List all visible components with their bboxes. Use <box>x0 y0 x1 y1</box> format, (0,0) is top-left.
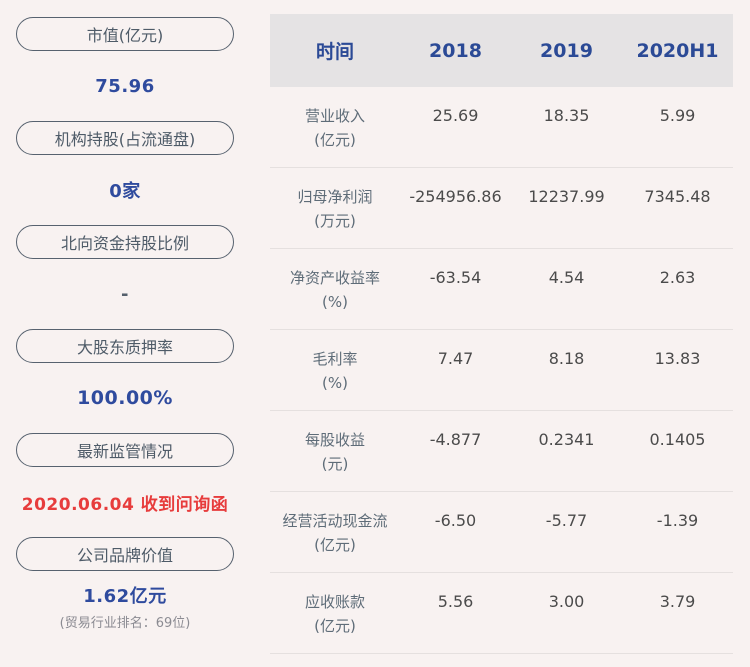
cell-2019: 18.35 <box>543 106 590 125</box>
col-header-time: 时间 <box>315 41 354 63</box>
institutional-holding-value: 0家 <box>109 181 141 202</box>
cell-2019: 0.2341 <box>538 430 595 449</box>
table-row-eps: 每股收益 (元) -4.877 0.2341 0.1405 <box>270 411 733 492</box>
cell-2020h1: 2.63 <box>659 268 696 287</box>
stat-major-shareholder-pledge: 大股东质押率 100.00% <box>16 329 234 433</box>
northbound-holding-pill[interactable]: 北向资金持股比例 <box>16 225 234 259</box>
institutional-holding-pill[interactable]: 机构持股(占流通盘) <box>16 121 234 155</box>
col-header-2018: 2018 <box>429 39 482 62</box>
table-row-accounts-receivable: 应收账款 (亿元) 5.56 3.00 3.79 <box>270 573 733 654</box>
cell-2019: -5.77 <box>545 511 588 530</box>
stat-latest-regulation: 最新监管情况 2020.06.04 收到问询函 <box>16 433 234 537</box>
table-row-roe: 净资产收益率 (%) -63.54 4.54 2.63 <box>270 249 733 330</box>
cell-2020h1: 0.1405 <box>649 430 706 449</box>
brand-value-pill[interactable]: 公司品牌价值 <box>16 537 234 571</box>
latest-regulation-value: 2020.06.04 收到问询函 <box>21 494 229 515</box>
market-cap-value: 75.96 <box>95 75 155 97</box>
pledge-ratio-pill[interactable]: 大股东质押率 <box>16 329 234 363</box>
sidebar: 市值(亿元) 75.96 机构持股(占流通盘) 0家 北向资金持股比例 - 大股… <box>16 17 234 641</box>
cell-2018: -4.877 <box>429 430 482 449</box>
cell-2018: 25.69 <box>432 106 479 125</box>
brand-value-value: 1.62亿元 <box>83 585 167 607</box>
stat-northbound-holding-ratio: 北向资金持股比例 - <box>16 225 234 329</box>
cell-2019: 4.54 <box>548 268 585 287</box>
cell-2019: 8.18 <box>548 349 585 368</box>
table-row-revenue: 营业收入 (亿元) 25.69 18.35 5.99 <box>270 87 733 168</box>
row-label: 归母净利润 (万元) <box>297 188 373 230</box>
table-header: 时间 2018 2019 2020H1 <box>270 14 733 87</box>
table-row-net-profit: 归母净利润 (万元) -254956.86 12237.99 7345.48 <box>270 168 733 249</box>
cell-2020h1: 5.99 <box>659 106 696 125</box>
cell-2020h1: -1.39 <box>656 511 699 530</box>
market-cap-pill[interactable]: 市值(亿元) <box>16 17 234 51</box>
row-label: 应收账款 (亿元) <box>304 593 365 635</box>
table-row-operating-cash-flow: 经营活动现金流 (亿元) -6.50 -5.77 -1.39 <box>270 492 733 573</box>
cell-2020h1: 3.79 <box>659 592 696 611</box>
cell-2018: 7.47 <box>437 349 474 368</box>
col-header-2019: 2019 <box>540 39 593 62</box>
row-label: 经营活动现金流 (亿元) <box>282 512 388 554</box>
cell-2020h1: 13.83 <box>654 349 701 368</box>
cell-2018: 5.56 <box>437 592 474 611</box>
row-label: 毛利率 (%) <box>312 350 358 392</box>
stat-brand-value: 公司品牌价值 1.62亿元 (贸易行业排名：69位) <box>16 537 234 641</box>
cell-2018: -6.50 <box>434 511 477 530</box>
cell-2018: -63.54 <box>429 268 482 287</box>
brand-value-rank: (贸易行业排名：69位) <box>59 615 191 631</box>
northbound-holding-value: - <box>121 283 129 305</box>
cell-2019: 12237.99 <box>528 187 605 206</box>
cell-2019: 3.00 <box>548 592 585 611</box>
col-header-2020h1: 2020H1 <box>636 39 719 62</box>
stat-market-cap: 市值(亿元) 75.96 <box>16 17 234 121</box>
financial-table: 时间 2018 2019 2020H1 营业收入 (亿元) 25.69 18.3… <box>270 14 733 654</box>
row-label: 净资产收益率 (%) <box>289 269 380 311</box>
cell-2018: -254956.86 <box>409 187 502 206</box>
row-label: 每股收益 (元) <box>304 431 365 473</box>
cell-2020h1: 7345.48 <box>644 187 711 206</box>
latest-regulation-pill[interactable]: 最新监管情况 <box>16 433 234 467</box>
row-label: 营业收入 (亿元) <box>304 107 365 149</box>
stat-institutional-holding: 机构持股(占流通盘) 0家 <box>16 121 234 225</box>
pledge-ratio-value: 100.00% <box>77 387 173 409</box>
table-row-gross-margin: 毛利率 (%) 7.47 8.18 13.83 <box>270 330 733 411</box>
